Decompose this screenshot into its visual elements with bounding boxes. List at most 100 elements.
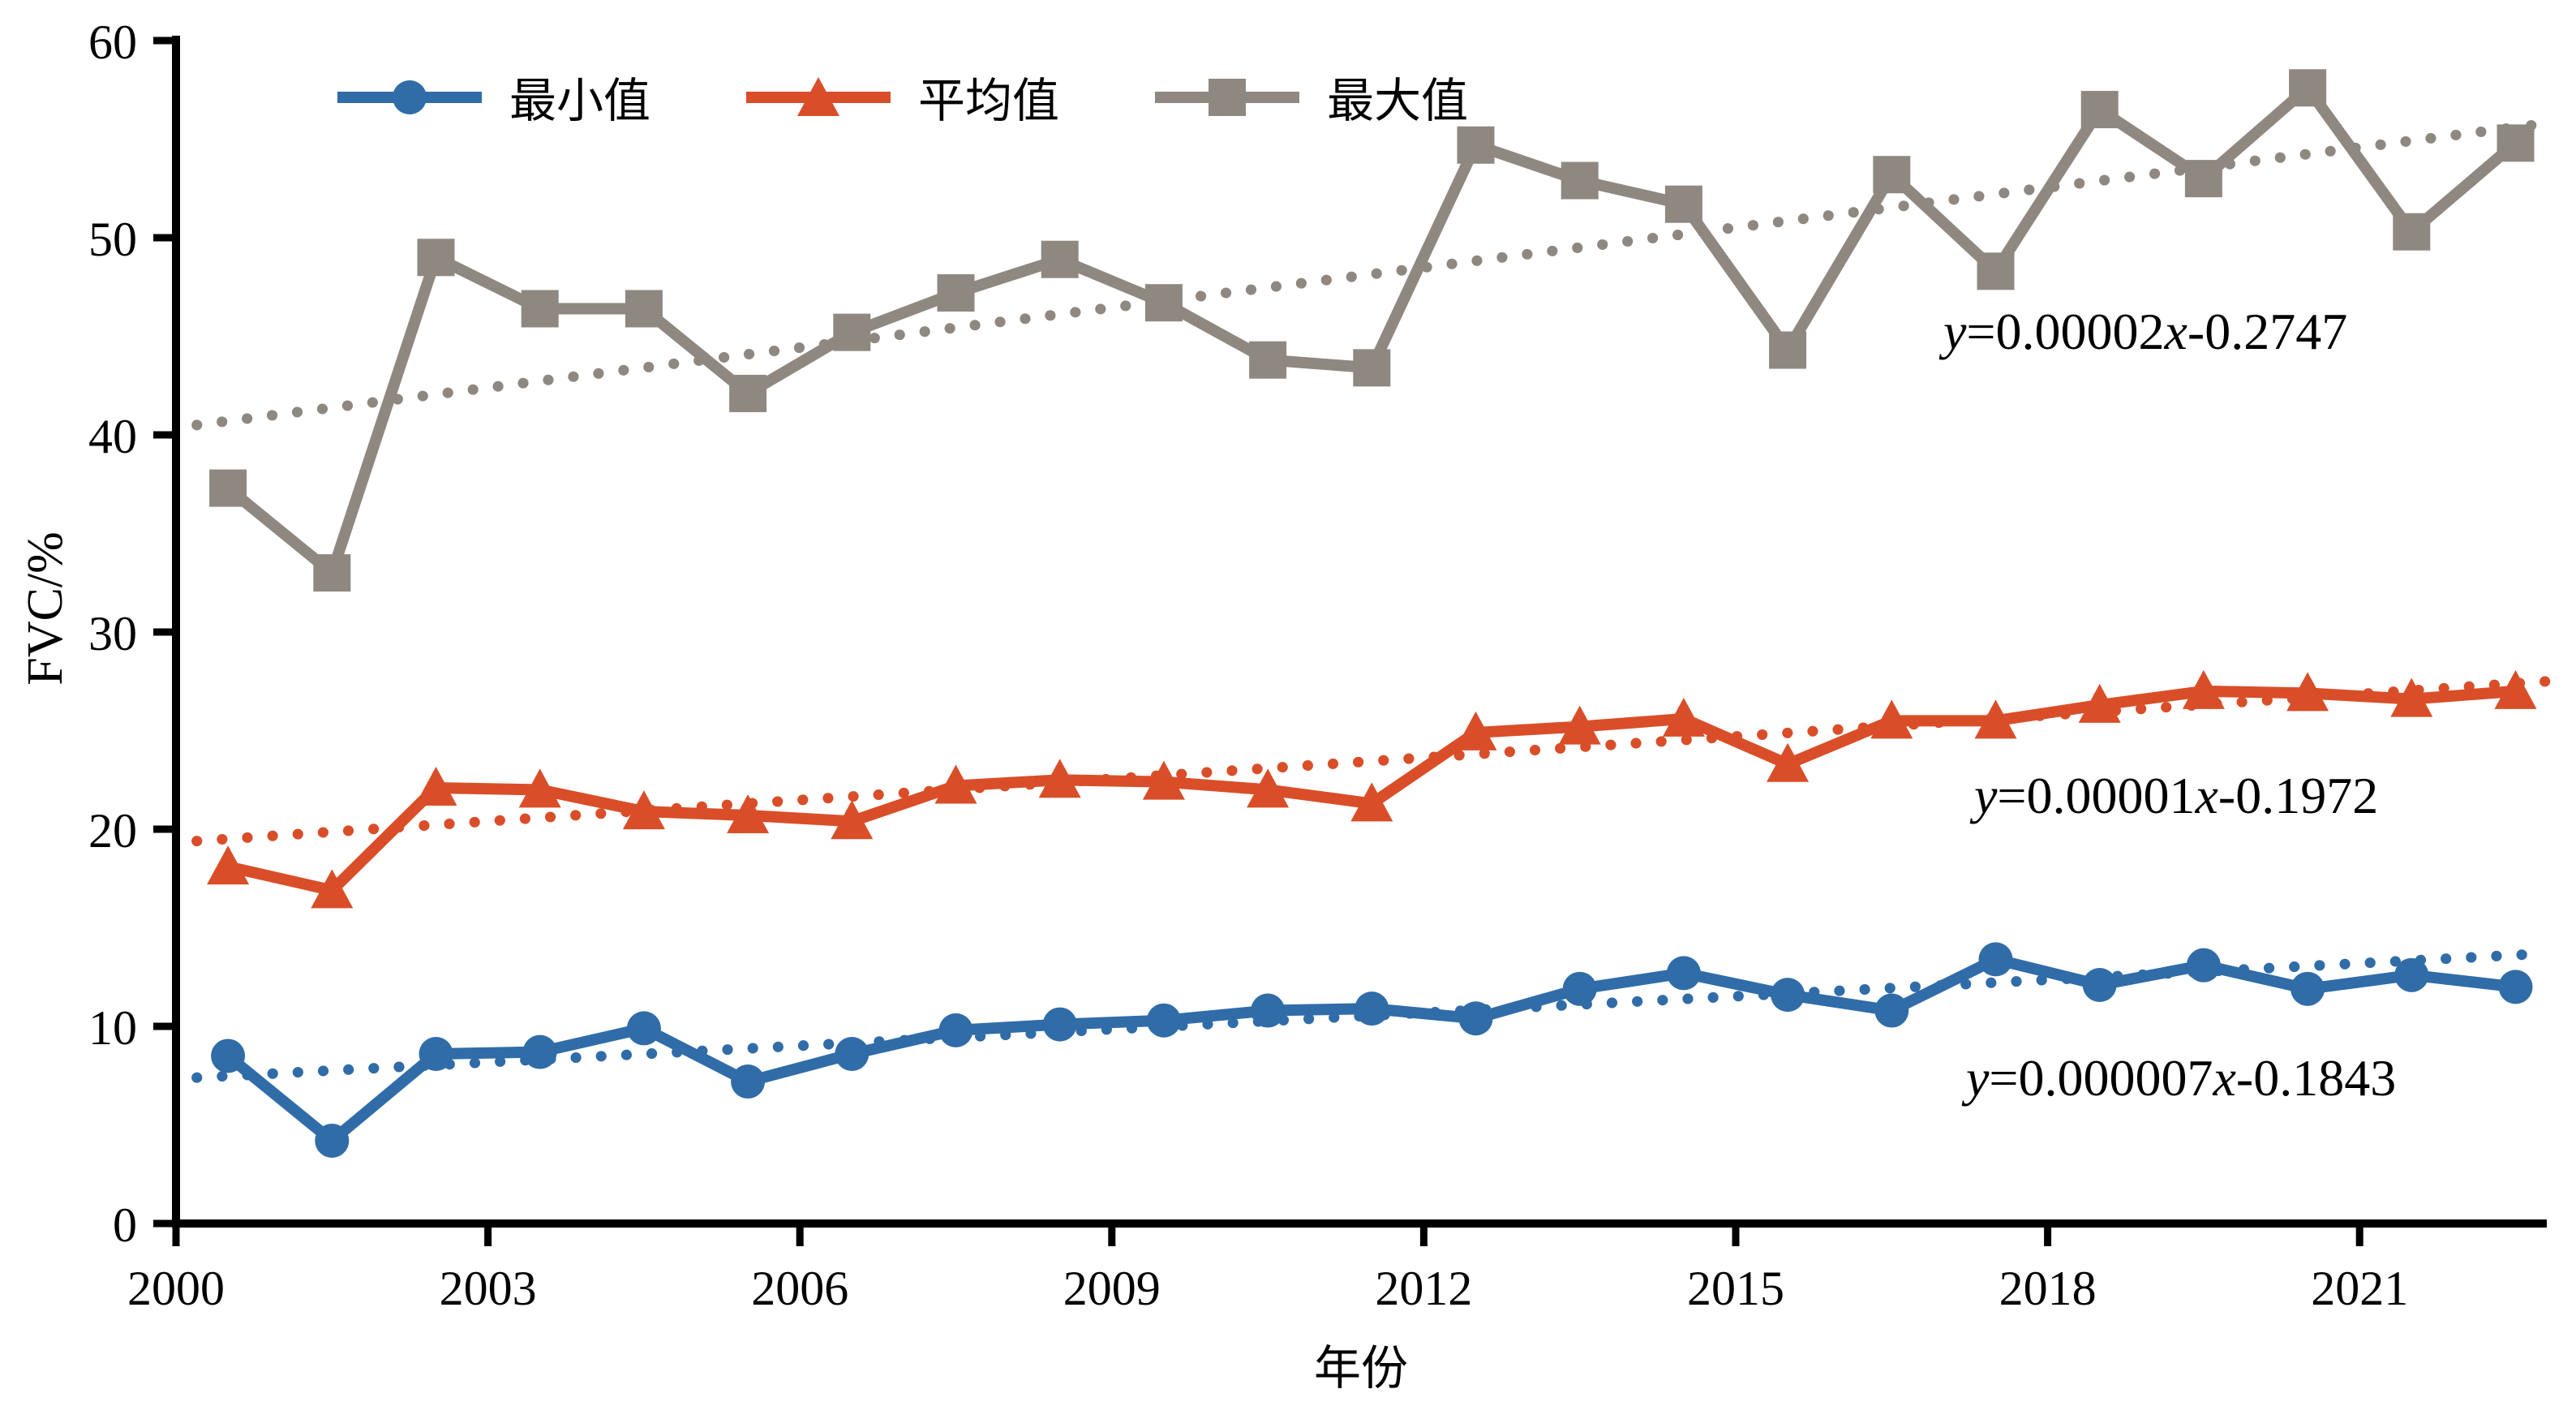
data-point-max [1144,284,1183,322]
data-point-mean [2182,669,2225,709]
data-point-max [2080,91,2119,129]
data-point-min [1978,942,2013,977]
data-point-max [2497,124,2535,162]
x-tick-label: 2009 [1063,1262,1161,1315]
data-point-mean [518,768,561,808]
data-point-min [1251,993,1286,1028]
data-point-max [1664,185,1702,223]
data-point-max [729,374,767,412]
x-tick-label: 2012 [1375,1262,1472,1315]
data-point-min [1042,1007,1077,1042]
equation-label-max: y=0.00002x-0.2747 [1943,302,2348,360]
legend-label-max: 最大值 [1327,76,1469,128]
y-tick-label: 40 [88,410,137,463]
data-point-mean [311,869,354,909]
series-markers-mean [207,669,2537,909]
x-tick-label: 2000 [127,1262,225,1315]
data-point-min [1666,956,1701,991]
data-point-min [522,1034,557,1069]
data-point-min [419,1037,453,1072]
data-point-max [1769,331,1807,369]
data-point-min [2082,967,2117,1002]
data-point-mean [1662,697,1705,737]
data-point-max [1353,349,1391,387]
trendlines [191,118,2552,1083]
data-point-min [2394,957,2429,992]
data-point-max [1561,161,1599,200]
legend-item-max: 最大值 [1150,63,1468,131]
data-point-min [211,1039,246,1073]
data-point-mean [831,800,874,840]
data-point-min [315,1123,350,1158]
triangle-marker-icon [797,77,840,116]
data-point-min [938,1013,973,1047]
x-tick-label: 2006 [751,1262,848,1315]
data-point-mean [622,790,665,830]
y-tick-label: 20 [88,804,137,858]
data-point-mean [1558,705,1601,745]
x-tick-label: 2018 [1999,1262,2097,1315]
data-point-min [2186,948,2221,983]
data-point-mean [1247,768,1290,808]
data-point-max [1457,126,1495,164]
data-point-max [2289,69,2327,107]
data-point-max [2184,160,2222,198]
equation-label-min: y=0.000007x-0.1843 [1966,1048,2397,1107]
data-point-mean [2390,677,2433,717]
legend-label-mean: 平均值 [918,76,1060,128]
y-tick-label: 50 [88,213,137,266]
data-point-max [209,469,247,507]
data-point-min [1355,991,1389,1026]
data-point-mean [2286,672,2329,712]
data-point-min [1874,993,1909,1028]
data-point-max [313,554,351,592]
legend-item-min: 最小值 [333,63,650,131]
square-marker-icon [1209,79,1247,116]
data-point-max [2393,213,2431,251]
y-tick-label: 60 [88,15,137,69]
data-point-min [1562,971,1597,1006]
legend-swatch-min [337,80,482,114]
legend: 最小值 平均值 最大值 [333,65,1468,130]
data-point-min [626,1011,661,1046]
data-point-max [833,313,871,351]
axes: 0 10 20 30 40 50 60 2000 2003 2006 2009 2012 2015 201… [88,15,2547,1315]
data-point-min [2498,970,2533,1004]
data-point-min [2290,971,2325,1006]
data-point-mean [2494,669,2537,709]
data-point-min [731,1064,766,1099]
y-axis-title: FVC/% [16,531,73,686]
legend-swatch-mean [746,77,891,116]
data-point-min [1771,978,1805,1013]
y-tick-label: 30 [88,607,137,660]
data-point-max [625,290,663,328]
legend-item-mean: 平均值 [741,63,1059,131]
x-tick-label: 2021 [2311,1262,2408,1315]
data-point-max [1873,156,1911,194]
data-point-mean [1974,699,2017,739]
data-point-mean [1142,760,1185,800]
trendline-max [191,118,2552,431]
data-point-mean [1350,782,1393,822]
series-markers-max [209,69,2535,592]
series-markers-min [211,942,2533,1158]
data-point-max [1249,341,1287,379]
data-point-max [417,239,455,277]
data-point-min [835,1037,869,1072]
legend-label-min: 最小值 [509,76,651,128]
data-point-mean [414,766,457,806]
data-point-mean [934,764,977,804]
data-point-max [521,290,559,328]
data-point-mean [1454,711,1497,750]
data-point-mean [1767,742,1810,782]
data-point-max [1977,252,2015,290]
data-point-max [937,274,975,312]
x-tick-label: 2015 [1687,1262,1784,1315]
y-tick-label: 10 [88,1001,137,1055]
data-point-mean [727,793,770,833]
data-point-mean [1038,759,1081,798]
data-point-mean [207,845,250,885]
data-point-min [1458,1001,1493,1036]
